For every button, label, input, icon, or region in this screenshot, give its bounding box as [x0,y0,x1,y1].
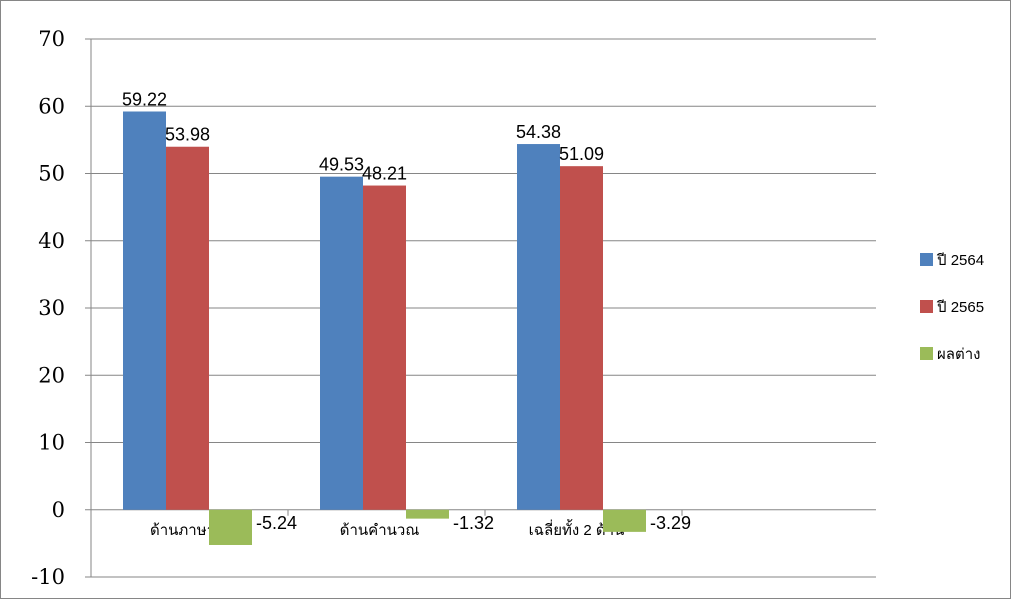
data-label: 54.38 [516,122,561,142]
data-label: 53.98 [165,125,210,145]
y-tick-label: 10 [38,431,65,455]
bar--series-0 [123,111,166,510]
data-labels: 59.22 49.53 54.38 53.98 48.21 51.09 -5.24 -1.32… [122,89,691,532]
y-tick-label: 40 [38,229,65,253]
gridlines [91,38,876,578]
bar--series-0 [320,176,363,510]
category-label: ด้านคำนวณ [340,522,420,539]
category-label: ด้านภาษา [150,522,215,539]
legend-swatch [920,253,933,266]
bar-2-series-0 [517,144,560,510]
y-tick-label: 60 [38,94,65,118]
y-tick-label: 30 [38,296,65,320]
data-label: -5.24 [256,513,297,533]
bar--series-1 [166,146,209,510]
legend-label: ผลต่าง [937,346,980,363]
legend: ปี 2564 ปี 2565 ผลต่าง [920,252,984,363]
legend-label: ปี 2565 [936,299,984,316]
data-label: 49.53 [319,155,364,175]
data-label: -1.32 [453,513,494,533]
data-label: -3.29 [650,513,691,533]
legend-label: ปี 2564 [936,252,984,269]
data-label: 59.22 [122,89,167,109]
category-label: เฉลี่ยทั้ง 2 ด้าน [529,519,625,539]
bar-2-series-2 [603,509,646,532]
y-tick-label: 50 [38,162,65,186]
bar--series-2 [209,509,252,545]
data-label: 51.09 [559,144,604,164]
bars [123,111,646,545]
bar--series-1 [363,185,406,510]
y-tick-label: -10 [31,565,65,589]
y-tick-label: 70 [38,27,65,51]
y-tick-label: 20 [38,363,65,387]
legend-swatch [920,300,933,313]
y-tick-label: 0 [52,498,65,522]
axes: -10 0 10 20 30 40 50 60 70 ด้านภาษา ด้านคำนวณ เฉลี่… [31,27,876,589]
data-label: 48.21 [362,164,407,184]
bar--series-2 [406,509,449,519]
bar-2-series-1 [560,166,603,510]
legend-swatch [920,347,933,360]
